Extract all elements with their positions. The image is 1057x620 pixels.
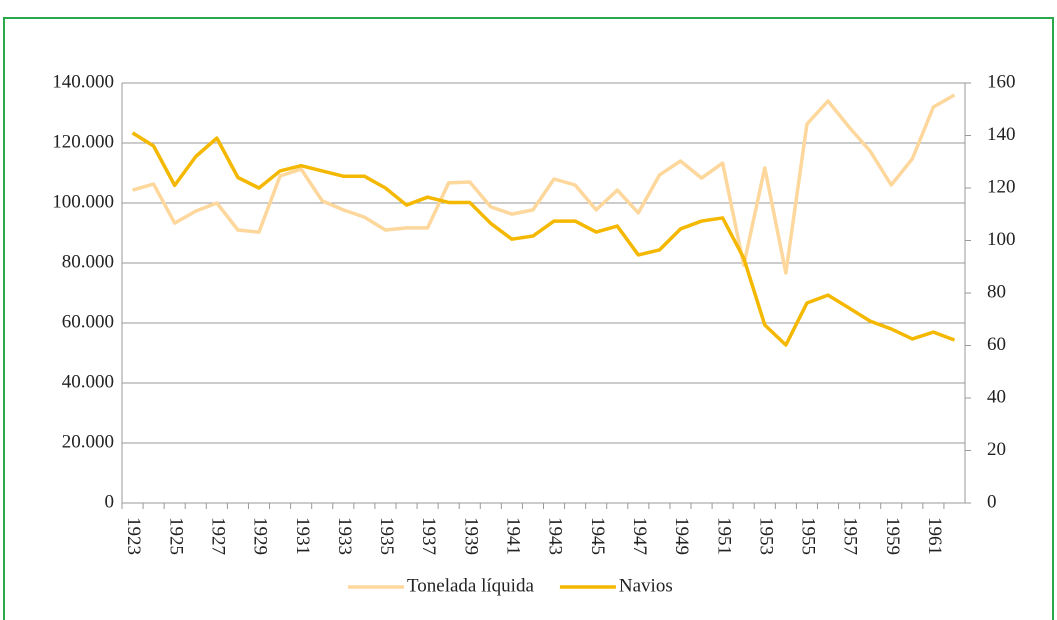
- y-tick-label: 120.000: [52, 131, 114, 152]
- y-tick-label: 0: [105, 491, 115, 512]
- y2-tick-label: 140: [987, 124, 1016, 145]
- legend-label: Tonelada líquida: [407, 575, 534, 596]
- y2-tick-label: 120: [987, 176, 1016, 197]
- x-tick-label: 1943: [545, 517, 566, 555]
- x-tick-label: 1945: [587, 517, 608, 555]
- series-line: [131, 131, 956, 347]
- x-tick-label: 1941: [503, 517, 524, 555]
- series-line: [132, 93, 956, 275]
- y2-tick-label: 80: [987, 281, 1006, 302]
- x-tick-label: 1925: [165, 517, 186, 555]
- y2-tick-label: 160: [987, 71, 1016, 92]
- x-tick-label: 1955: [798, 517, 819, 555]
- y2-tick-label: 40: [987, 386, 1006, 407]
- x-tick-label: 1935: [376, 517, 397, 555]
- y-tick-label: 40.000: [62, 371, 114, 392]
- y-tick-label: 60.000: [62, 311, 114, 332]
- x-tick-label: 1927: [207, 517, 228, 555]
- legend-label: Navios: [619, 575, 673, 596]
- x-tick-label: 1951: [713, 517, 734, 555]
- x-tick-label: 1939: [460, 517, 481, 555]
- y-tick-label: 140.000: [52, 71, 114, 92]
- x-tick-label: 1953: [755, 517, 776, 555]
- x-tick-label: 1933: [334, 517, 355, 555]
- x-tick-label: 1923: [123, 517, 144, 555]
- x-tick-label: 1961: [924, 517, 945, 555]
- x-tick-label: 1947: [629, 517, 650, 555]
- x-tick-label: 1959: [882, 517, 903, 555]
- y-tick-label: 20.000: [62, 431, 114, 452]
- y2-tick-label: 0: [987, 491, 997, 512]
- x-tick-label: 1949: [671, 517, 692, 555]
- x-tick-label: 1937: [418, 517, 439, 555]
- x-tick-label: 1931: [292, 517, 313, 555]
- y2-tick-label: 100: [987, 229, 1016, 250]
- y-tick-label: 100.000: [52, 191, 114, 212]
- x-tick-label: 1957: [840, 517, 861, 555]
- y2-tick-label: 20: [987, 439, 1006, 460]
- frame: [3, 17, 1054, 620]
- y2-tick-label: 60: [987, 334, 1006, 355]
- x-tick-label: 1929: [250, 517, 271, 555]
- y-tick-label: 80.000: [62, 251, 114, 272]
